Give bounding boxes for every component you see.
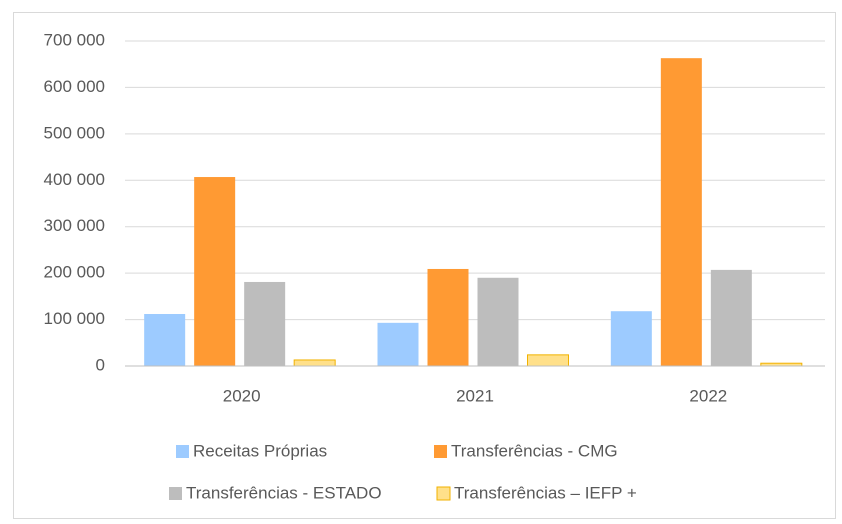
legend-label: Receitas Próprias (193, 441, 327, 460)
y-tick-label: 100 000 (44, 309, 105, 328)
legend-swatch (169, 487, 182, 500)
y-tick-label: 700 000 (44, 30, 105, 49)
bar (660, 58, 702, 367)
bar (377, 322, 419, 366)
x-tick-label: 2021 (456, 386, 494, 405)
y-tick-label: 300 000 (44, 216, 105, 235)
legend-swatch (176, 445, 189, 458)
bar (194, 177, 236, 366)
legend-label: Transferências – IEFP + (454, 483, 637, 502)
legend-swatch (436, 486, 451, 501)
y-tick-label: 600 000 (44, 77, 105, 96)
bar (244, 281, 286, 366)
bar (144, 314, 186, 366)
x-tick-label: 2022 (689, 386, 727, 405)
bar (710, 269, 752, 366)
y-tick-label: 200 000 (44, 263, 105, 282)
y-tick-label: 0 (96, 355, 105, 374)
y-tick-label: 400 000 (44, 170, 105, 189)
legend-swatch (434, 445, 447, 458)
bar (427, 268, 469, 366)
legend-label: Transferências - ESTADO (186, 483, 382, 502)
chart-border (13, 12, 836, 519)
bar (610, 311, 652, 366)
bar (527, 354, 569, 367)
bar (477, 277, 519, 366)
legend-label: Transferências - CMG (451, 441, 618, 460)
bar (293, 359, 336, 367)
y-tick-label: 500 000 (44, 123, 105, 142)
x-tick-label: 2020 (223, 386, 261, 405)
